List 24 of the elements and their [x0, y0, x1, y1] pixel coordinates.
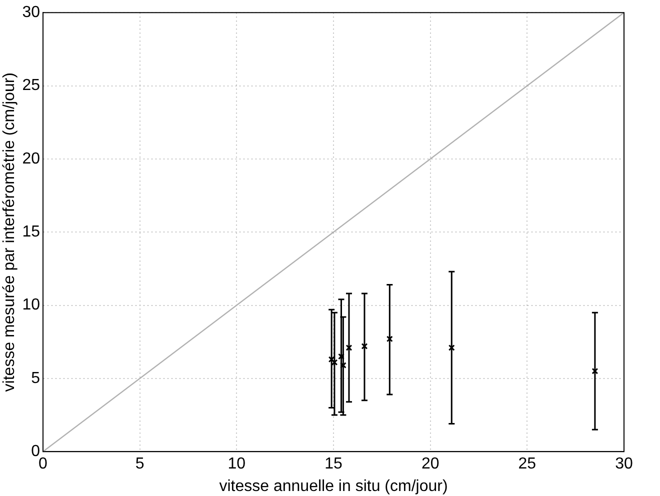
x-axis-title: vitesse annuelle in situ (cm/jour) [219, 478, 448, 495]
x-tick-label: 25 [518, 456, 536, 473]
point [361, 343, 368, 350]
point [592, 368, 598, 374]
point [448, 344, 455, 351]
point [386, 336, 393, 342]
point [331, 359, 338, 366]
y-tick-label: 15 [22, 224, 40, 241]
point [346, 344, 352, 351]
point [328, 356, 335, 363]
y-tick-label: 25 [22, 77, 40, 94]
y-tick-label: 30 [22, 4, 40, 22]
x-tick-label: 10 [228, 456, 246, 473]
x-tick-label: 20 [421, 456, 440, 473]
point [338, 353, 344, 360]
x-tick-label: 15 [324, 456, 342, 473]
point [340, 362, 346, 368]
y-tick-label: 5 [31, 370, 40, 387]
y-tick-label: 10 [22, 296, 40, 314]
x-tick-label: 30 [615, 456, 633, 473]
y-tick-label: 0 [31, 443, 40, 460]
y-tick-label: 20 [22, 150, 40, 168]
y-axis-title: vitesse mesurée par interférométrie (cm/jour) [1, 72, 18, 392]
x-tick-label: 5 [135, 456, 144, 473]
